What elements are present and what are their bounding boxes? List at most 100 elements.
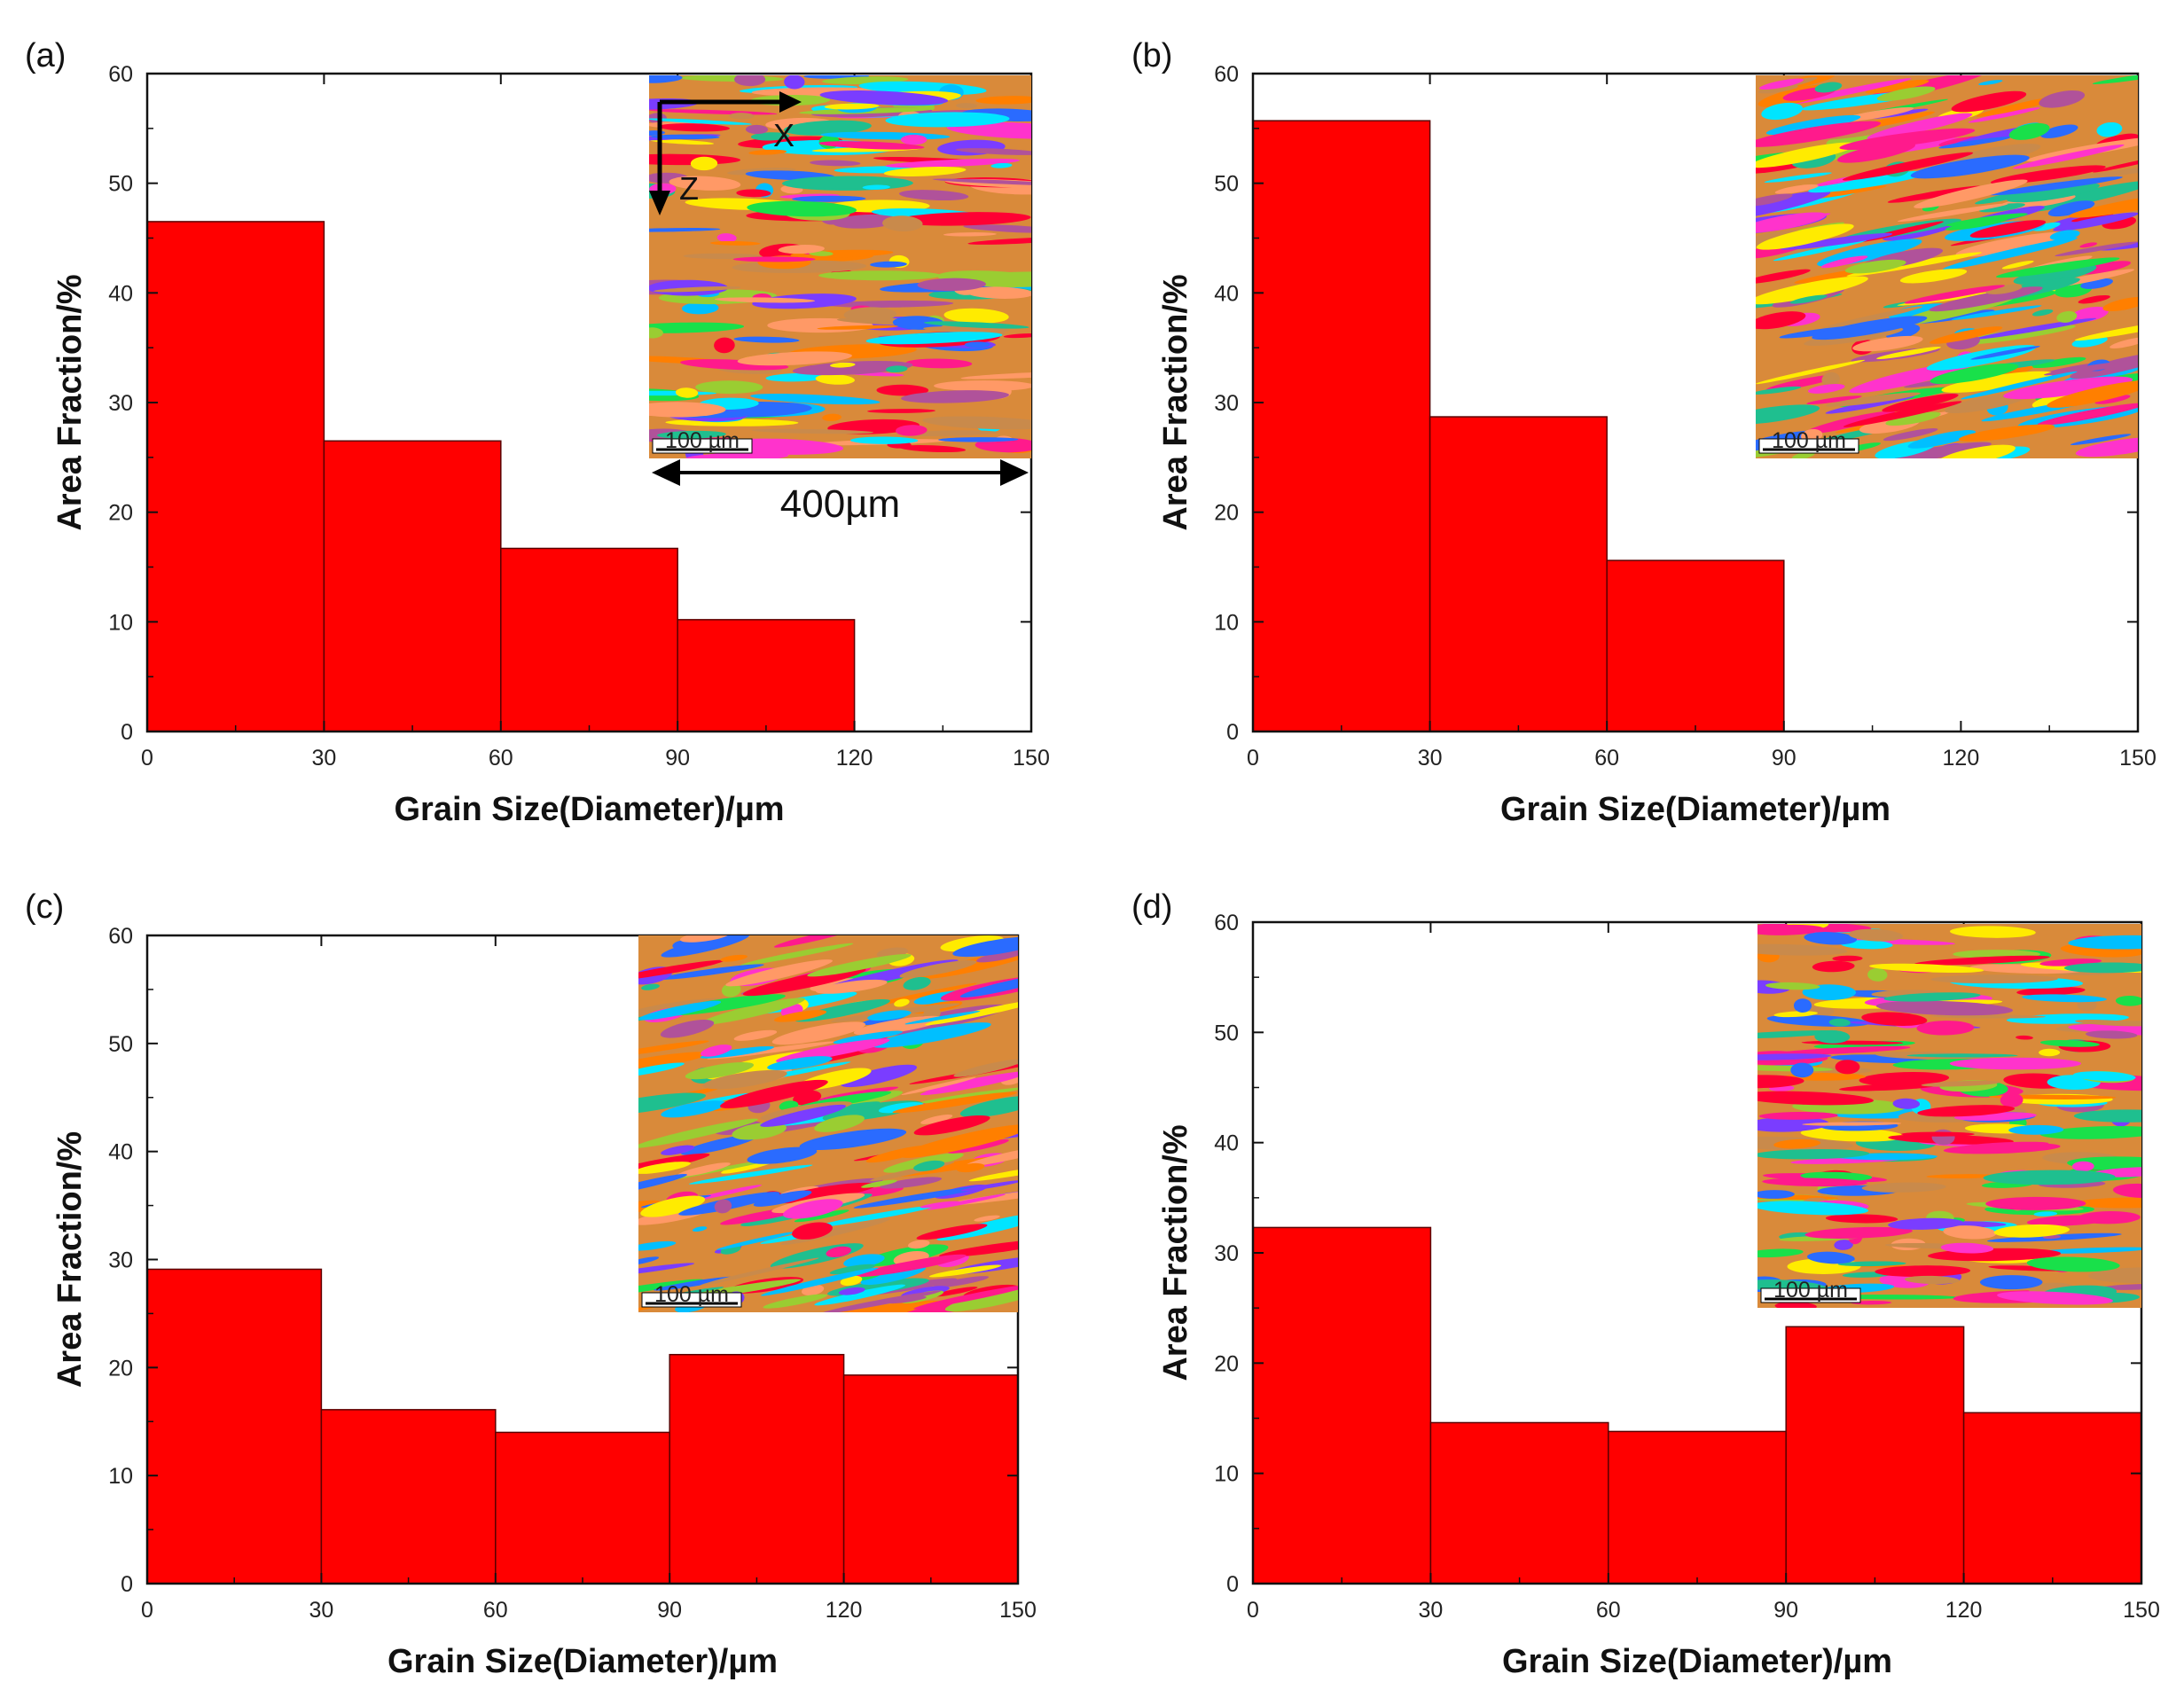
y-axis-title: Area Fraction/%	[1157, 1124, 1194, 1381]
scale-bar-label: 400µm	[780, 482, 900, 526]
x-tick-label: 90	[657, 1598, 682, 1623]
x-tick-label: 120	[1945, 1598, 1983, 1623]
x-tick-label: 0	[141, 746, 153, 771]
y-tick-label: 40	[1214, 1131, 1239, 1156]
y-tick-label: 50	[108, 1032, 133, 1057]
bar	[669, 1353, 845, 1584]
bar	[1429, 1421, 1609, 1584]
y-tick-label: 30	[108, 391, 133, 416]
inset-scale-bar: 100 µm	[1758, 428, 1859, 454]
inset-scale-text: 100 µm	[654, 1282, 729, 1307]
bar	[1429, 416, 1608, 732]
x-tick-label: 150	[999, 1598, 1037, 1623]
chart-panel-1: 0 30 60 90 120 150 0 10 20 30 40 50 60 Grain Size(Dia…	[1131, 37, 2157, 828]
y-tick-label: 10	[1214, 1462, 1239, 1487]
x-tick-label: 0	[1247, 1598, 1259, 1623]
x-axis-letter: X	[773, 117, 795, 153]
x-tick-label: 120	[826, 1598, 863, 1623]
y-tick-label: 60	[108, 924, 133, 949]
panel-label: (b)	[1131, 37, 1172, 74]
bar	[1608, 1430, 1787, 1584]
arrow-right-icon	[779, 91, 802, 113]
ebsd-orientation-map-icon	[1757, 924, 2141, 1308]
bar	[320, 1409, 497, 1584]
coordinate-axes: XZ	[649, 91, 802, 215]
y-tick-label: 20	[1214, 1351, 1239, 1376]
bar	[842, 1374, 1019, 1584]
y-tick-label: 10	[108, 610, 133, 635]
chart-layer: 0 30 60 90 120 150 0 10 20 30 40 50 60 Grain Size(Dia…	[25, 37, 2160, 1680]
inset-scale-text: 100 µm	[1773, 1278, 1848, 1303]
x-tick-label: 0	[141, 1598, 153, 1623]
panel-label: (c)	[25, 888, 64, 926]
y-tick-label: 20	[1214, 501, 1239, 526]
y-tick-label: 60	[1214, 62, 1239, 87]
x-tick-label: 60	[483, 1598, 508, 1623]
x-tick-label: 30	[311, 746, 336, 771]
y-axis-title: Area Fraction/%	[1157, 274, 1194, 530]
bar	[495, 1431, 670, 1584]
y-tick-label: 40	[108, 1140, 133, 1165]
inset-scale-bar: 100 µm	[1760, 1278, 1861, 1303]
x-axis-title: Grain Size(Diameter)/µm	[387, 1643, 778, 1680]
z-axis-letter: Z	[679, 170, 699, 207]
x-tick-label: 150	[2119, 746, 2157, 771]
x-tick-label: 60	[1594, 746, 1619, 771]
x-tick-label: 60	[489, 746, 513, 771]
x-tick-label: 90	[1772, 746, 1797, 771]
x-tick-label: 150	[2123, 1598, 2160, 1623]
y-tick-label: 60	[108, 62, 133, 87]
y-tick-label: 50	[1214, 1021, 1239, 1045]
y-tick-label: 20	[108, 1356, 133, 1381]
y-tick-label: 50	[1214, 172, 1239, 197]
panel-label: (a)	[25, 37, 66, 74]
bar	[500, 547, 678, 732]
y-tick-label: 10	[1214, 610, 1239, 635]
chart-panel-2: 0 30 60 90 120 150 0 10 20 30 40 50 60 Grain Size(Dia…	[25, 888, 1037, 1680]
ebsd-inset-0: 100 µm	[649, 75, 1031, 458]
bar	[146, 1268, 323, 1584]
y-tick-label: 50	[108, 172, 133, 197]
x-tick-label: 0	[1247, 746, 1259, 771]
panel-label: (d)	[1131, 888, 1172, 926]
x-tick-label: 120	[836, 746, 873, 771]
bar	[1606, 559, 1785, 732]
inset-scale-text: 100 µm	[1772, 428, 1846, 453]
y-tick-label: 60	[1214, 911, 1239, 935]
bar	[1962, 1412, 2142, 1584]
x-axis-title: Grain Size(Diameter)/µm	[1500, 791, 1890, 828]
bar	[323, 440, 502, 732]
bar	[1252, 1226, 1432, 1584]
arrow-left-icon	[652, 459, 680, 486]
x-tick-label: 30	[309, 1598, 333, 1623]
ebsd-inset-2: 100 µm	[638, 935, 1018, 1312]
inset-scale-text: 100 µm	[665, 428, 740, 453]
x-tick-label: 120	[1943, 746, 1980, 771]
y-tick-label: 40	[108, 281, 133, 306]
bar	[146, 221, 325, 732]
y-tick-label: 20	[108, 501, 133, 526]
y-tick-label: 10	[108, 1464, 133, 1489]
span-arrow: 400µm	[652, 459, 1029, 526]
ebsd-orientation-map-icon	[1756, 75, 2138, 458]
x-tick-label: 60	[1596, 1598, 1621, 1623]
y-tick-label: 30	[108, 1248, 133, 1273]
y-tick-label: 0	[121, 1572, 133, 1597]
y-axis-title: Area Fraction/%	[51, 274, 89, 530]
x-tick-label: 30	[1418, 1598, 1443, 1623]
bar	[677, 619, 856, 732]
x-tick-label: 90	[1773, 1598, 1798, 1623]
ebsd-inset-3: 100 µm	[1757, 924, 2141, 1308]
bar	[1252, 120, 1431, 732]
x-tick-label: 30	[1418, 746, 1443, 771]
y-tick-label: 0	[1226, 1572, 1239, 1597]
x-axis-title: Grain Size(Diameter)/µm	[1502, 1643, 1892, 1680]
y-tick-label: 0	[121, 720, 133, 745]
y-tick-label: 30	[1214, 1241, 1239, 1266]
inset-scale-bar: 100 µm	[641, 1282, 742, 1308]
x-axis-title: Grain Size(Diameter)/µm	[394, 791, 784, 828]
arrow-right-icon	[1000, 459, 1029, 486]
inset-scale-bar: 100 µm	[652, 428, 753, 454]
chart-panel-3: 0 30 60 90 120 150 0 10 20 30 40 50 60 Grain Size(Dia…	[1131, 888, 2160, 1680]
bar	[1785, 1326, 1965, 1584]
